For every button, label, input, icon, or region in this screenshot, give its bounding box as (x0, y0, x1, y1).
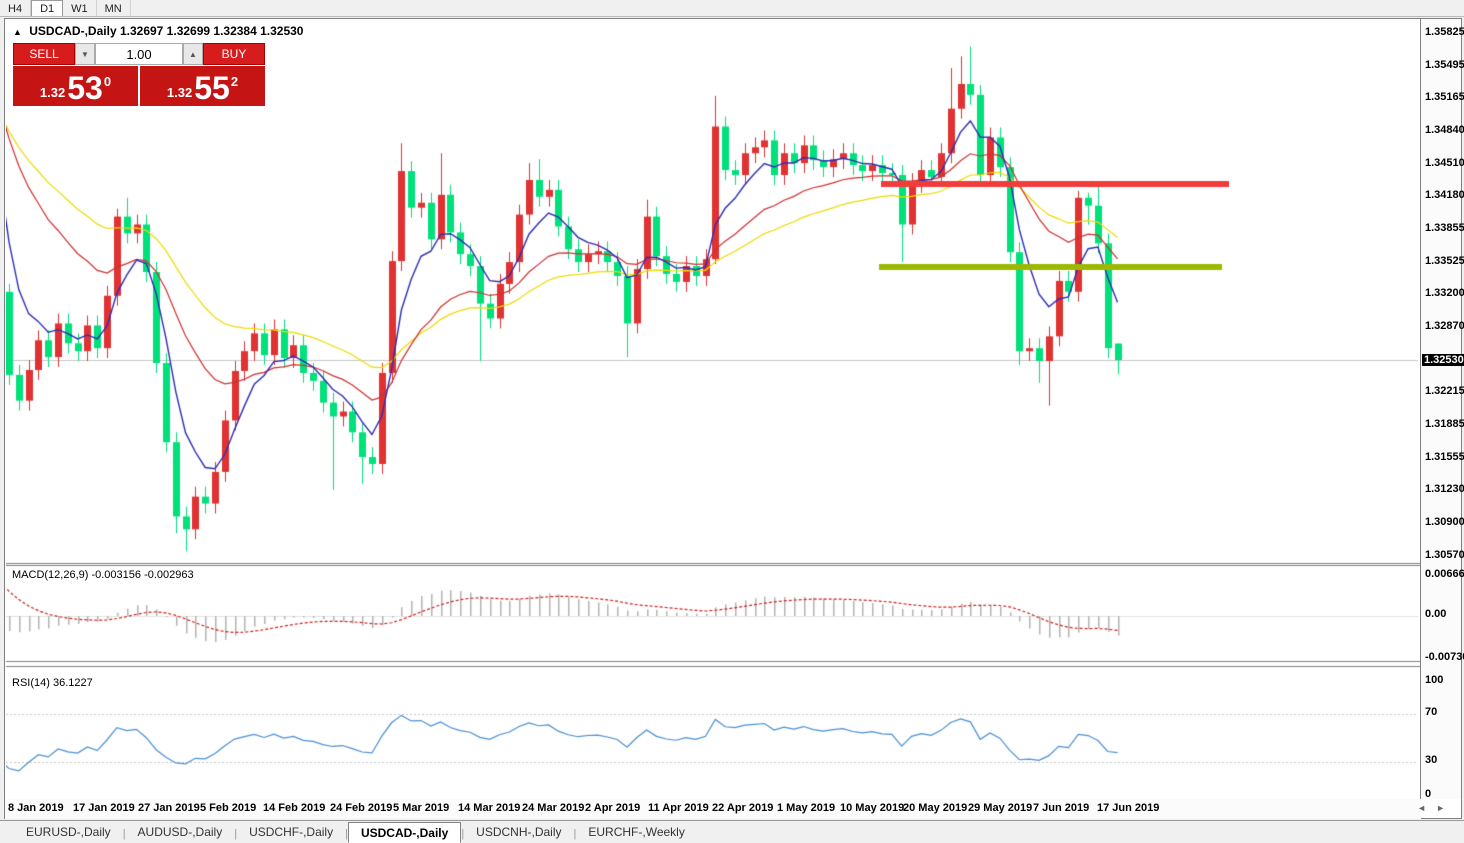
price-chart-canvas[interactable] (6, 20, 1422, 800)
price-axis-label: 1.31885 (1425, 418, 1464, 430)
date-axis-label: 7 Jun 2019 (1033, 802, 1090, 814)
date-axis-label: 14 Feb 2019 (263, 802, 326, 814)
current-price-label: 1.32530 (1422, 354, 1464, 366)
price-axis-label: 1.32870 (1425, 320, 1464, 332)
sell-price-sup: 0 (103, 74, 112, 89)
symbol-label: USDCAD-,Daily (29, 24, 117, 38)
volume-input[interactable]: 1.00 (95, 43, 183, 65)
timeframe-button-d1[interactable]: D1 (31, 0, 64, 16)
indicator-axis-label: 0.006667 (1425, 568, 1464, 580)
price-axis-label: 1.31555 (1425, 451, 1464, 463)
collapse-panel-icon[interactable]: ▲ (13, 27, 22, 37)
date-axis-label: 5 Mar 2019 (393, 802, 450, 814)
chart-tab-usdcad[interactable]: USDCAD-,Daily (347, 822, 462, 843)
date-axis-label: 24 Mar 2019 (522, 802, 585, 814)
tab-separator: | (345, 828, 348, 840)
date-axis-label: 17 Jan 2019 (73, 802, 135, 814)
price-axis-label: 1.34840 (1425, 124, 1464, 136)
price-axis-label: 1.30900 (1425, 516, 1464, 528)
date-axis[interactable]: 8 Jan 2019 17 Jan 2019 27 Jan 2019 5 Feb 20… (5, 799, 1421, 819)
price-axis-label: 1.34180 (1425, 189, 1464, 201)
date-axis-label: 24 Feb 2019 (330, 802, 393, 814)
volume-decrease-icon[interactable]: ▼ (75, 43, 95, 65)
timeframe-button-mn[interactable]: MN (97, 0, 131, 16)
buy-price-sup: 2 (230, 74, 239, 89)
tab-separator: | (234, 828, 238, 840)
tab-separator: | (461, 828, 465, 840)
date-axis-label: 22 Apr 2019 (712, 802, 774, 814)
price-axis[interactable]: 1.35825 1.35495 1.35165 1.34840 1.34510 1.341… (1420, 19, 1464, 800)
price-axis-label: 1.33525 (1425, 255, 1464, 267)
buy-price-big: 55 (194, 69, 230, 106)
date-axis-label: 29 May 2019 (968, 802, 1033, 814)
indicator-axis-label: 0.00 (1425, 608, 1447, 620)
price-axis-label: 1.33855 (1425, 222, 1464, 234)
date-axis-label: 5 Feb 2019 (200, 802, 257, 814)
price-axis-label: 1.34510 (1425, 157, 1464, 169)
date-axis-label: 17 Jun 2019 (1097, 802, 1160, 814)
chart-title: ▲ USDCAD-,Daily 1.32697 1.32699 1.32384 … (13, 24, 303, 38)
buy-price-box[interactable]: 1.32 55 2 (140, 66, 265, 106)
scroll-right-icon[interactable]: ► (1436, 803, 1455, 813)
timeframe-button-w1[interactable]: W1 (63, 0, 97, 16)
rsi-label: RSI(14) 36.1227 (12, 677, 93, 689)
price-axis-label: 1.32215 (1425, 385, 1464, 397)
volume-increase-icon[interactable]: ▲ (183, 43, 203, 65)
date-axis-label: 8 Jan 2019 (8, 802, 64, 814)
price-axis-label: 1.35825 (1425, 26, 1464, 38)
indicator-axis-label: 30 (1425, 754, 1438, 766)
chart-tab-eurusd[interactable]: EURUSD-,Daily (26, 825, 111, 839)
chart-tab-eurchf[interactable]: EURCHF-,Weekly (588, 825, 685, 839)
date-axis-label: 10 May 2019 (840, 802, 905, 814)
price-axis-label: 1.31230 (1425, 483, 1464, 495)
chart-window: ▲ USDCAD-,Daily 1.32697 1.32699 1.32384 … (4, 18, 1464, 819)
tab-separator: | (122, 828, 126, 840)
timeframe-toolbar: H4 D1 W1 MN (0, 0, 1464, 17)
chart-tab-usdcnh[interactable]: USDCNH-,Daily (476, 825, 562, 839)
buy-price-prefix: 1.32 (166, 85, 193, 100)
ohlc-readout: 1.32697 1.32699 1.32384 1.32530 (119, 24, 304, 38)
indicator-axis-label: 70 (1425, 706, 1438, 718)
one-click-trade-panel: SELL ▼ 1.00 ▲ BUY 1.32 53 0 1.32 55 2 (13, 43, 265, 106)
price-axis-label: 1.35495 (1425, 59, 1464, 71)
chart-tab-usdchf[interactable]: USDCHF-,Daily (249, 825, 334, 839)
symbol-tab-bar: EURUSD-,Daily | AUDUSD-,Daily | USDCHF-,Dail… (0, 820, 1464, 843)
scroll-left-icon[interactable]: ◄ (1417, 803, 1437, 813)
price-axis-label: 1.33200 (1425, 287, 1464, 299)
date-axis-label: 2 Apr 2019 (585, 802, 641, 814)
date-axis-label: 20 May 2019 (903, 802, 968, 814)
date-axis-label: 1 May 2019 (777, 802, 836, 814)
sell-price-box[interactable]: 1.32 53 0 (13, 66, 138, 106)
macd-label: MACD(12,26,9) -0.003156 -0.002963 (12, 569, 194, 581)
date-axis-label: 27 Jan 2019 (138, 802, 200, 814)
price-axis-label: 1.35165 (1425, 91, 1464, 103)
sell-button[interactable]: SELL (13, 43, 75, 65)
price-axis-label: 1.30570 (1425, 549, 1464, 561)
tab-separator: | (573, 828, 577, 840)
sell-price-big: 53 (67, 69, 103, 106)
date-axis-label: 14 Mar 2019 (458, 802, 521, 814)
sell-price-prefix: 1.32 (39, 85, 66, 100)
indicator-axis-label: -0.007308 (1425, 651, 1464, 663)
timeframe-button-h4[interactable]: H4 (0, 0, 32, 16)
indicator-axis-label: 100 (1425, 674, 1444, 686)
indicator-axis-label: 0 (1425, 788, 1432, 800)
date-axis-label: 11 Apr 2019 (648, 802, 709, 814)
chart-tab-audusd[interactable]: AUDUSD-,Daily (137, 825, 223, 839)
buy-button[interactable]: BUY (203, 43, 265, 65)
chart-scroll-arrows[interactable]: ◄► (1417, 803, 1455, 813)
